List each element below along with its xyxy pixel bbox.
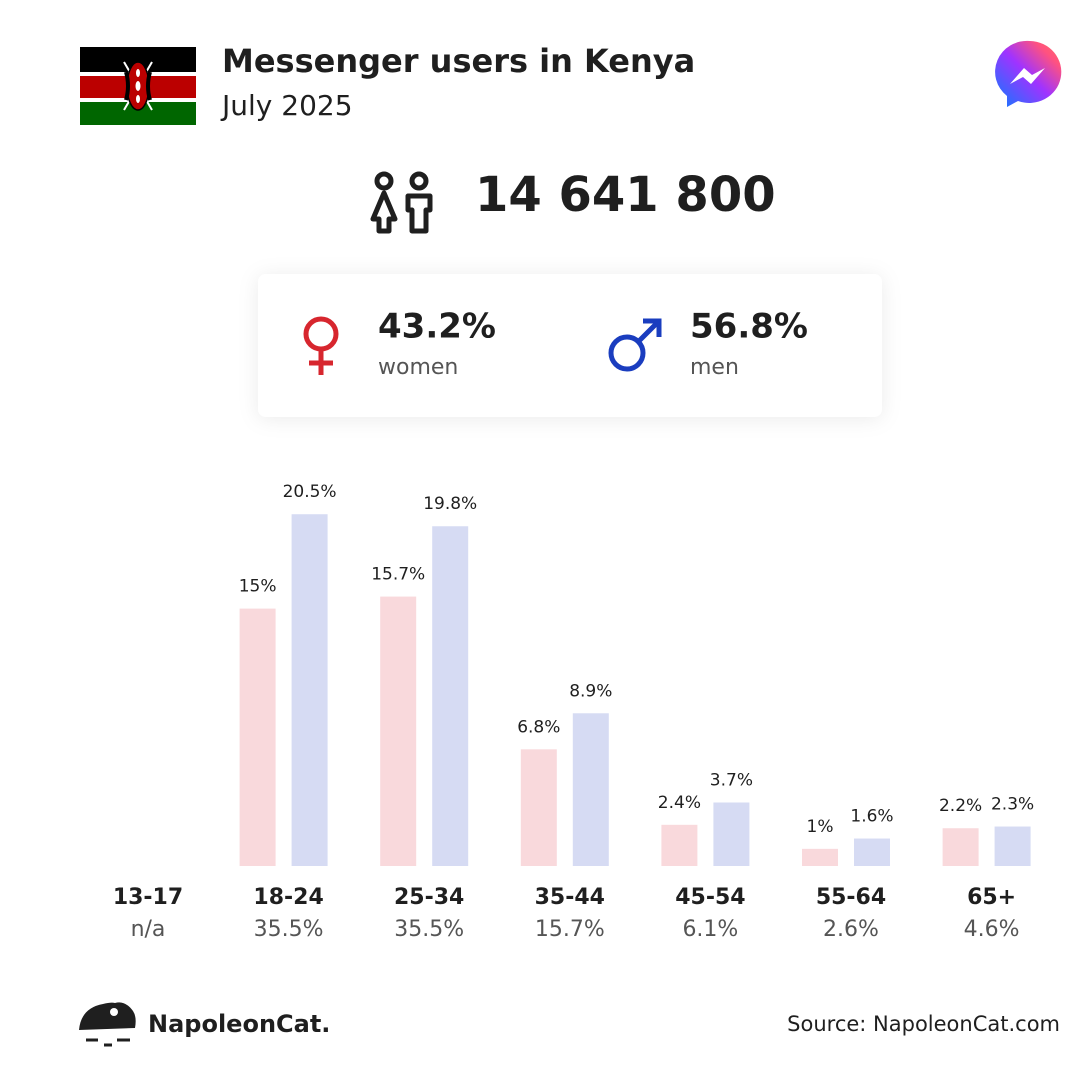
bar [380, 596, 417, 866]
category-label: 13-17 [113, 885, 183, 910]
messenger-logo [995, 40, 1062, 107]
female-symbol [303, 316, 339, 375]
men-share: 56.8% [690, 307, 808, 347]
category-share: 35.5% [254, 917, 324, 942]
category-share: 35.5% [394, 917, 464, 942]
women-label: women [378, 355, 458, 380]
bar [942, 828, 979, 866]
value-label: 1.6% [850, 807, 893, 827]
brand: NapoleonCat. [148, 1010, 330, 1038]
value-label: 19.8% [423, 494, 477, 514]
category-share: 15.7% [535, 917, 605, 942]
category-label: 35-44 [535, 885, 605, 910]
value-label: 8.9% [569, 681, 612, 701]
category-share: n/a [131, 917, 166, 942]
bar [432, 526, 469, 866]
bar [572, 713, 609, 866]
subtitle: July 2025 [220, 89, 353, 122]
value-label: 15% [239, 577, 277, 597]
category-label: 18-24 [253, 885, 323, 910]
value-label: 15.7% [371, 565, 425, 585]
title: Messenger users in Kenya [222, 42, 695, 80]
source: Source: NapoleonCat.com [787, 1012, 1060, 1036]
women-share: 43.2% [378, 307, 496, 347]
men-label: men [690, 355, 739, 380]
category-share: 6.1% [682, 917, 738, 942]
gender-card [258, 274, 882, 417]
bar [239, 608, 276, 866]
category-share: 2.6% [823, 917, 879, 942]
value-label: 1% [807, 817, 834, 837]
users-icon [370, 171, 433, 234]
bar [994, 826, 1031, 866]
value-label: 2.3% [991, 795, 1034, 815]
bar [802, 848, 838, 866]
category-label: 55-64 [816, 885, 886, 910]
value-label: 20.5% [283, 482, 337, 502]
category-label: 25-34 [394, 885, 464, 910]
value-label: 2.4% [658, 793, 701, 813]
male-symbol [608, 318, 662, 372]
bar [713, 802, 750, 866]
value-label: 3.7% [710, 771, 753, 791]
bar [291, 514, 328, 866]
category-label: 65+ [967, 885, 1016, 910]
category-share: 4.6% [964, 917, 1020, 942]
napoleoncat-logo [79, 1002, 136, 1047]
bar [520, 749, 557, 866]
value-label: 6.8% [517, 717, 560, 737]
total-users: 14 641 800 [475, 167, 776, 223]
category-label: 45-54 [675, 885, 745, 910]
flag [80, 47, 196, 125]
bar [661, 824, 698, 866]
age-chart: 13-17 n/a 15% 20.5% 18-24 35.5% 15.7% 19.8% 25-3… [113, 482, 1034, 942]
bar [854, 838, 890, 866]
value-label: 2.2% [939, 796, 982, 816]
